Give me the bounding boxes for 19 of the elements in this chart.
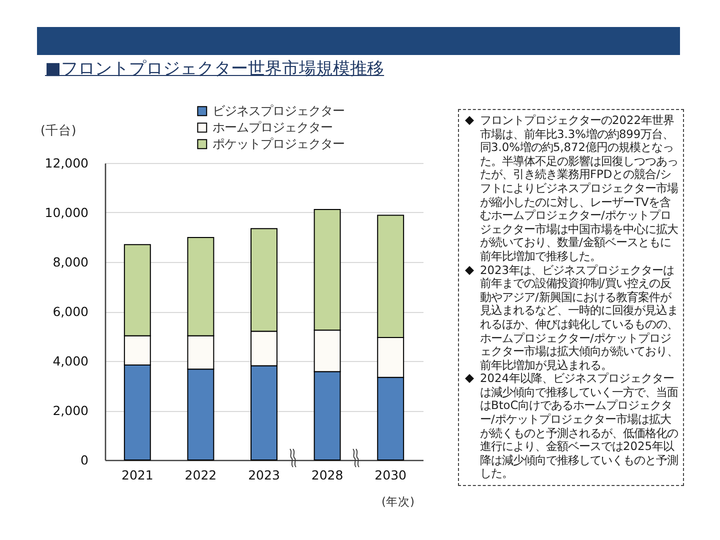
y-tick-label: 12,000 — [44, 156, 89, 170]
x-tick-label: 2023 — [248, 468, 280, 482]
y-tick-label: 8,000 — [52, 254, 89, 270]
x-tick-label: 2021 — [122, 468, 154, 482]
x-tick-label: 2028 — [311, 468, 344, 482]
x-axis-title: (年次) — [382, 494, 414, 508]
x-tick-label: 2030 — [374, 468, 407, 482]
y-tick-label: 4,000 — [52, 354, 89, 368]
y-tick-label: 0 — [80, 452, 89, 468]
y-axis-title: (千台) — [40, 122, 76, 138]
chart-title: ■フロントプロジェクター世界市場規模推移 — [45, 58, 384, 80]
note-box: フロントプロジェクターの2022年世界市場は、前年比3.3%増の約899万台、同3.0%増の約5,872億円の規模となった。半導体不足の影響は回復しつつあったが、引き続き業務用FPDとの競合/シフトによりビジネスプロジェクター市場が縮小したのに対し、レーザーTVを含むホームプロジェクター/ポケットプロジェクター市場は中国市場を中心に拡大が続いており、数量/金額ベースともに前年比増加で推移した。 2023年は、ビジネスプロジェクターは前年までの設備投資抑制/買い控えの反動やアジア/新興国における教育案件が見込まれるなど、一時的に回復が見込まれるほか、伸びは鈍化しているものの、ホームプロジェクター/ポケットプロジェクター市場は拡大傾向が続いており、前年比増加が見込まれる。 2024年以降、ビジネスプロジェクターは減少傾向で推移していく一方で、当面はBtoC向けであるホームプロジェクター/ポケットプロジェクター市場は拡大が続くものと予測されるが、低価格化の進行により、金額ベースでは2025年以降は減少傾向で推移していくものと予測した。 — [458, 109, 684, 486]
legend-label: ビジネスプロジェクター — [212, 104, 344, 118]
x-tick-label: 2022 — [184, 468, 217, 482]
legend-label: ポケットプロジェクター — [212, 137, 344, 152]
y-tick-label: 2,000 — [52, 403, 89, 418]
y-tick-label: 10,000 — [44, 205, 89, 220]
legend-label: ホームプロジェクター — [212, 120, 332, 135]
y-tick-label: 6,000 — [52, 304, 89, 319]
